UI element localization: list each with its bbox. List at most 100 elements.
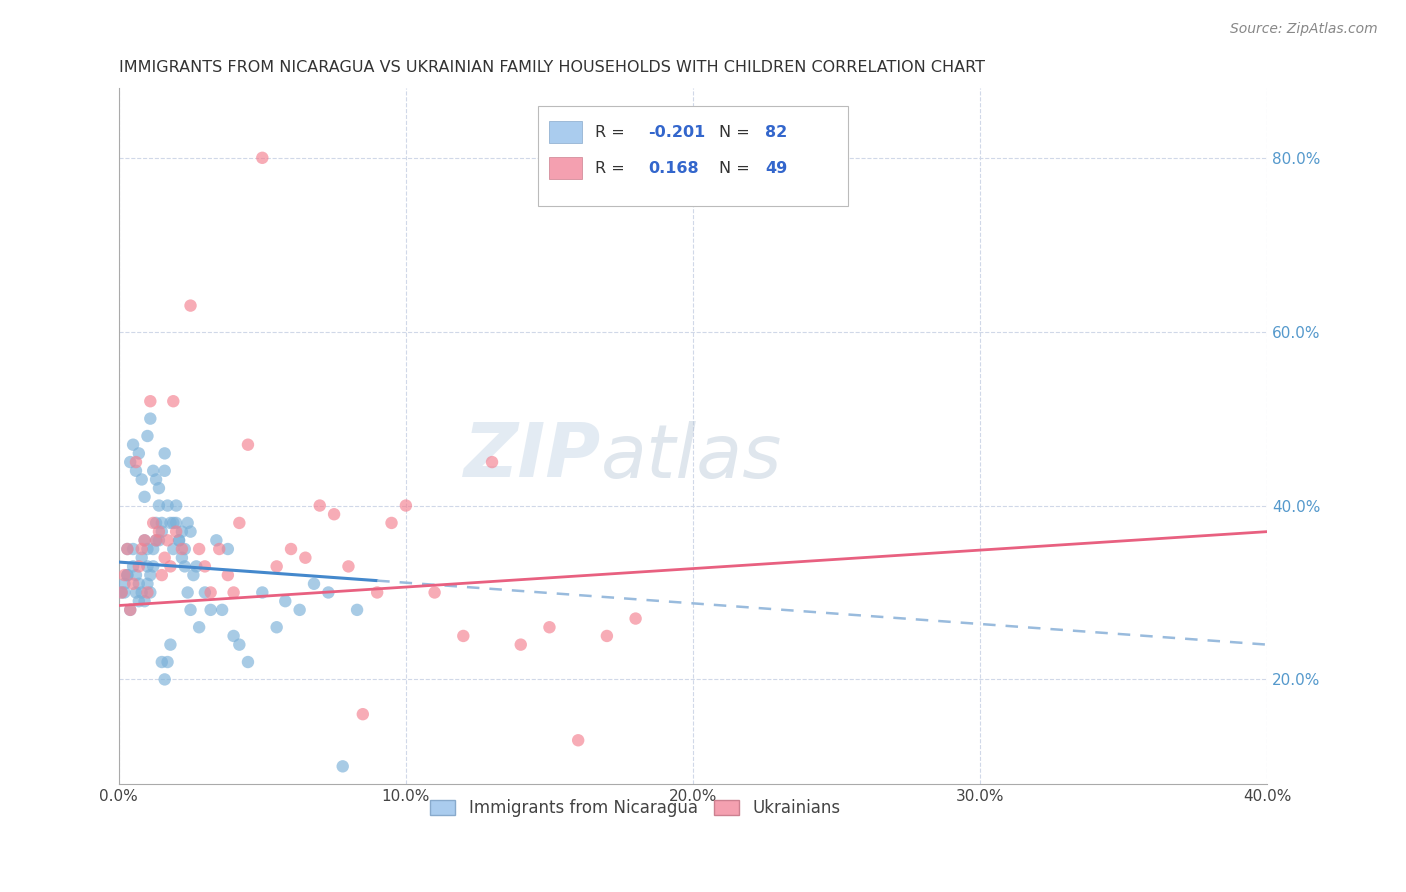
Point (139, 394, 162, 409)
Point (117, 568, 139, 582)
Point (217, 541, 239, 556)
Point (162, 516, 184, 530)
FancyBboxPatch shape (538, 105, 848, 206)
Point (110, 585, 132, 599)
Point (139, 585, 162, 599)
Point (136, 429, 159, 443)
Point (222, 585, 245, 599)
Point (294, 550, 316, 565)
Text: 49: 49 (765, 161, 787, 176)
Point (228, 516, 250, 530)
Point (128, 446, 150, 460)
Point (131, 550, 153, 565)
Point (122, 541, 145, 556)
Point (134, 533, 156, 548)
Point (145, 533, 167, 548)
Point (134, 533, 156, 548)
Point (337, 559, 360, 574)
Point (156, 499, 179, 513)
Point (170, 541, 193, 556)
Point (380, 516, 402, 530)
Point (188, 541, 211, 556)
Point (266, 559, 288, 574)
Point (280, 541, 302, 556)
Point (180, 524, 202, 539)
Point (162, 394, 184, 409)
Text: -0.201: -0.201 (648, 125, 706, 139)
Point (194, 559, 217, 574)
Point (125, 455, 148, 469)
Text: N =: N = (720, 125, 755, 139)
Legend: Immigrants from Nicaragua, Ukrainians: Immigrants from Nicaragua, Ukrainians (423, 793, 848, 824)
Point (134, 490, 156, 504)
Point (236, 438, 259, 452)
Text: ZIP: ZIP (464, 420, 602, 493)
Point (128, 559, 150, 574)
Point (120, 603, 142, 617)
Point (145, 473, 167, 487)
Point (136, 585, 159, 599)
Point (145, 516, 167, 530)
Point (117, 541, 139, 556)
Point (153, 446, 176, 460)
Point (228, 638, 250, 652)
Point (122, 576, 145, 591)
Point (173, 559, 195, 574)
Point (145, 533, 167, 548)
Point (142, 516, 165, 530)
Point (395, 499, 418, 513)
Point (136, 576, 159, 591)
Point (159, 559, 181, 574)
Point (200, 585, 222, 599)
Point (346, 603, 368, 617)
Point (211, 603, 233, 617)
Point (150, 655, 173, 669)
Point (194, 585, 217, 599)
Point (274, 594, 297, 608)
Point (125, 585, 148, 599)
Point (120, 603, 142, 617)
Point (509, 638, 531, 652)
Point (323, 508, 346, 522)
Point (148, 533, 170, 548)
Point (165, 516, 187, 530)
Point (188, 620, 211, 634)
Point (332, 759, 354, 773)
FancyBboxPatch shape (550, 157, 582, 179)
Text: 82: 82 (765, 125, 787, 139)
Point (423, 585, 446, 599)
Point (453, 629, 475, 643)
Point (125, 568, 148, 582)
Point (596, 629, 619, 643)
Point (288, 603, 311, 617)
Point (110, 585, 132, 599)
Point (131, 585, 153, 599)
Point (302, 576, 325, 591)
Point (252, 585, 274, 599)
Point (567, 733, 589, 747)
Point (200, 603, 222, 617)
Point (208, 541, 231, 556)
Point (128, 576, 150, 591)
Point (114, 576, 136, 591)
Point (318, 585, 340, 599)
Point (183, 568, 205, 582)
Point (142, 559, 165, 574)
Point (153, 464, 176, 478)
Point (142, 464, 165, 478)
Point (117, 541, 139, 556)
Point (136, 559, 159, 574)
Point (176, 516, 198, 530)
Point (156, 533, 179, 548)
Point (624, 611, 647, 625)
Point (159, 638, 181, 652)
Point (266, 620, 288, 634)
Point (128, 594, 150, 608)
Point (153, 673, 176, 687)
Point (148, 481, 170, 495)
Point (159, 516, 181, 530)
Point (252, 151, 274, 165)
Point (167, 533, 190, 548)
Point (139, 411, 162, 425)
Point (170, 550, 193, 565)
